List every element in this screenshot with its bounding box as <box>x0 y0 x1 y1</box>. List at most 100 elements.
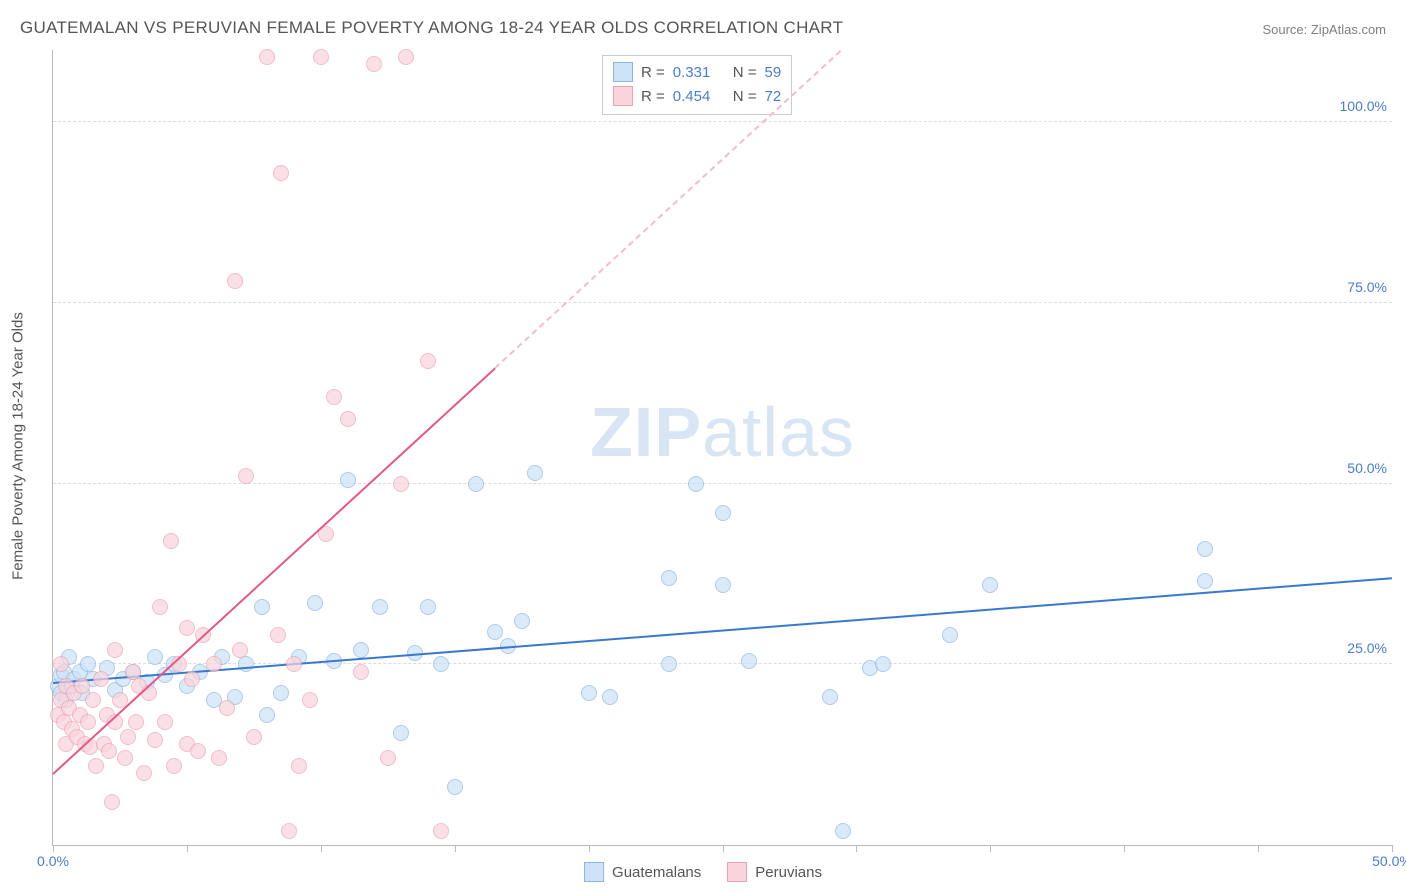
data-point <box>447 779 463 795</box>
stats-n-label: N = <box>733 64 757 81</box>
data-point <box>661 656 677 672</box>
data-point <box>93 671 109 687</box>
data-point <box>238 656 254 672</box>
source-attribution: Source: ZipAtlas.com <box>1262 22 1386 37</box>
data-point <box>1197 573 1213 589</box>
data-point <box>211 750 227 766</box>
x-tick <box>723 845 724 852</box>
data-point <box>270 627 286 643</box>
data-point <box>420 353 436 369</box>
data-point <box>487 624 503 640</box>
data-point <box>206 656 222 672</box>
data-point <box>353 664 369 680</box>
legend-item: Peruvians <box>727 862 822 882</box>
data-point <box>1197 541 1213 557</box>
data-point <box>136 765 152 781</box>
data-point <box>433 823 449 839</box>
data-point <box>179 620 195 636</box>
x-tick <box>990 845 991 852</box>
data-point <box>835 823 851 839</box>
data-point <box>281 823 297 839</box>
data-point <box>246 729 262 745</box>
data-point <box>715 505 731 521</box>
stats-r-label: R = <box>641 88 665 105</box>
data-point <box>433 656 449 672</box>
legend-swatch <box>727 862 747 882</box>
x-tick <box>1124 845 1125 852</box>
data-point <box>88 758 104 774</box>
stats-box: R = 0.331 N = 59 R = 0.454N = 72 <box>602 55 792 115</box>
data-point <box>104 794 120 810</box>
stats-r-label: R = <box>641 64 665 81</box>
stats-row: R = 0.454N = 72 <box>613 84 781 108</box>
data-point <box>307 595 323 611</box>
watermark-atlas: atlas <box>702 393 855 471</box>
data-point <box>128 714 144 730</box>
data-point <box>661 570 677 586</box>
legend-swatch <box>584 862 604 882</box>
x-tick <box>856 845 857 852</box>
x-tick <box>53 845 54 852</box>
x-tick <box>589 845 590 852</box>
data-point <box>326 389 342 405</box>
stats-n-value: 59 <box>765 64 782 81</box>
data-point <box>527 465 543 481</box>
trend-line <box>53 578 1392 685</box>
data-point <box>340 472 356 488</box>
data-point <box>688 476 704 492</box>
y-tick-label: 100.0% <box>1340 98 1387 114</box>
y-tick-label: 75.0% <box>1347 279 1387 295</box>
data-point <box>157 714 173 730</box>
stats-n-label: N = <box>733 88 757 105</box>
legend-swatch <box>613 86 633 106</box>
data-point <box>942 627 958 643</box>
y-tick-label: 50.0% <box>1347 460 1387 476</box>
x-tick <box>187 845 188 852</box>
data-point <box>147 732 163 748</box>
data-point <box>398 49 414 65</box>
data-point <box>166 758 182 774</box>
data-point <box>273 165 289 181</box>
data-point <box>85 692 101 708</box>
data-point <box>80 714 96 730</box>
data-point <box>238 468 254 484</box>
data-point <box>291 758 307 774</box>
data-point <box>602 689 618 705</box>
data-point <box>286 656 302 672</box>
x-tick <box>1258 845 1259 852</box>
data-point <box>120 729 136 745</box>
data-point <box>259 707 275 723</box>
data-point <box>53 656 69 672</box>
data-point <box>715 577 731 593</box>
data-point <box>219 700 235 716</box>
legend-label: Guatemalans <box>612 864 701 881</box>
y-axis-label: Female Poverty Among 18-24 Year Olds <box>10 312 27 580</box>
data-point <box>875 656 891 672</box>
watermark: ZIPatlas <box>590 392 855 472</box>
data-point <box>468 476 484 492</box>
data-point <box>74 678 90 694</box>
data-point <box>822 689 838 705</box>
data-point <box>741 653 757 669</box>
chart-title: GUATEMALAN VS PERUVIAN FEMALE POVERTY AM… <box>20 18 843 38</box>
data-point <box>340 411 356 427</box>
data-point <box>227 273 243 289</box>
legend-item: Guatemalans <box>584 862 701 882</box>
data-point <box>514 613 530 629</box>
data-point <box>147 649 163 665</box>
data-point <box>982 577 998 593</box>
data-point <box>420 599 436 615</box>
x-tick <box>455 845 456 852</box>
stats-n-value: 72 <box>765 88 782 105</box>
y-tick-label: 25.0% <box>1347 640 1387 656</box>
data-point <box>163 533 179 549</box>
data-point <box>259 49 275 65</box>
stats-r-value: 0.331 <box>673 64 725 81</box>
watermark-zip: ZIP <box>590 393 702 471</box>
gridline <box>53 483 1392 484</box>
data-point <box>232 642 248 658</box>
data-point <box>380 750 396 766</box>
legend: Guatemalans Peruvians <box>584 862 822 882</box>
data-point <box>152 599 168 615</box>
data-point <box>313 49 329 65</box>
